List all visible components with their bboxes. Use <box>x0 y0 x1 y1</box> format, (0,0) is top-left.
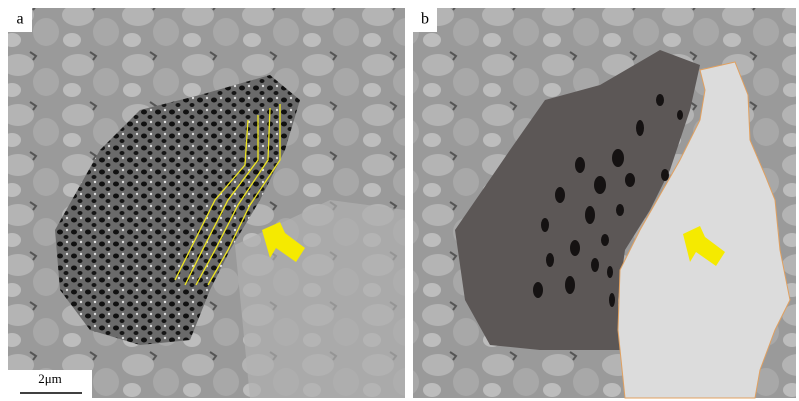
panel-label: a <box>16 11 23 28</box>
panel-a: a 2μm <box>8 8 405 398</box>
scale-label: 2μm <box>38 371 62 386</box>
panel-label: b <box>421 11 429 28</box>
panel-b: b <box>413 8 796 398</box>
figure: a 2μm b <box>0 0 799 401</box>
